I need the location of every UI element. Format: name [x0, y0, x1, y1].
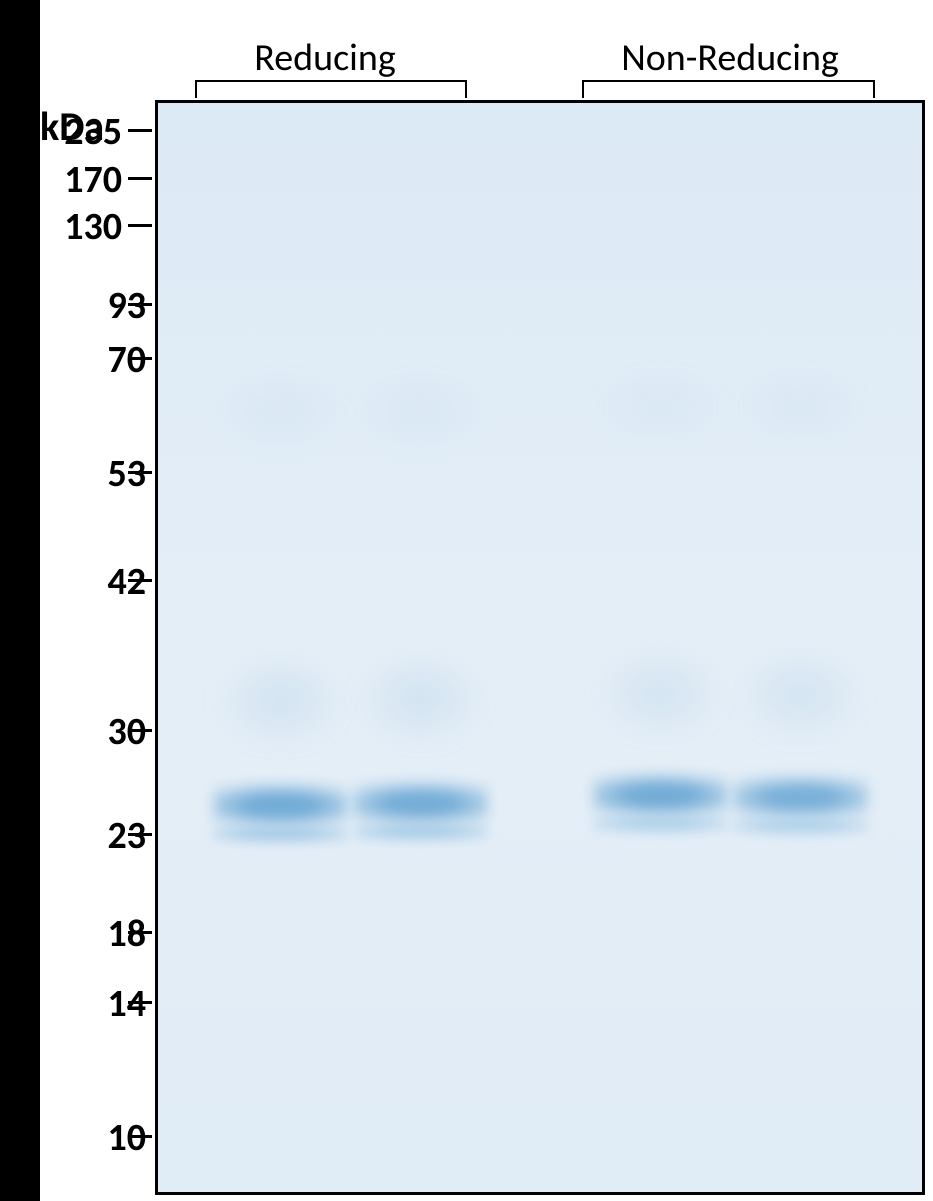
marker-label-70: 70 — [66, 337, 146, 383]
marker-tick-18 — [128, 931, 152, 934]
marker-label-170: 170 — [42, 157, 122, 203]
smear-0 — [213, 643, 348, 758]
marker-label-30: 30 — [66, 709, 146, 755]
left-black-edge — [0, 0, 40, 1201]
marker-label-42: 42 — [66, 559, 146, 605]
smear-5 — [353, 373, 488, 453]
marker-label-53: 53 — [66, 451, 146, 497]
smear-2 — [593, 635, 728, 750]
smear-7 — [733, 368, 868, 448]
group-bracket-1 — [582, 80, 875, 98]
marker-tick-93 — [128, 303, 152, 306]
marker-tick-70 — [128, 357, 152, 360]
marker-tick-53 — [128, 471, 152, 474]
marker-label-14: 14 — [66, 981, 146, 1027]
band-5 — [593, 813, 728, 835]
marker-label-93: 93 — [66, 283, 146, 329]
marker-label-130: 130 — [42, 204, 122, 250]
group-label-0: Reducing — [225, 35, 425, 81]
band-7 — [733, 815, 868, 837]
group-label-1: Non-Reducing — [575, 35, 885, 81]
band-1 — [213, 823, 348, 845]
band-4 — [593, 773, 728, 818]
band-6 — [733, 775, 868, 820]
marker-label-10: 10 — [66, 1115, 146, 1161]
marker-tick-170 — [128, 177, 152, 180]
marker-tick-235 — [128, 129, 152, 132]
band-2 — [353, 781, 488, 826]
marker-tick-30 — [128, 729, 152, 732]
band-0 — [213, 783, 348, 828]
marker-tick-14 — [128, 1001, 152, 1004]
marker-tick-23 — [128, 833, 152, 836]
marker-label-235: 235 — [42, 109, 122, 155]
band-3 — [353, 821, 488, 843]
smear-3 — [733, 637, 868, 752]
marker-label-23: 23 — [66, 813, 146, 859]
gel-image — [155, 100, 925, 1195]
smear-6 — [593, 368, 728, 448]
smear-1 — [353, 641, 488, 756]
group-bracket-0 — [195, 80, 467, 98]
marker-tick-42 — [128, 579, 152, 582]
marker-label-18: 18 — [66, 911, 146, 957]
smear-4 — [213, 373, 348, 453]
marker-tick-10 — [128, 1135, 152, 1138]
marker-tick-130 — [128, 224, 152, 227]
